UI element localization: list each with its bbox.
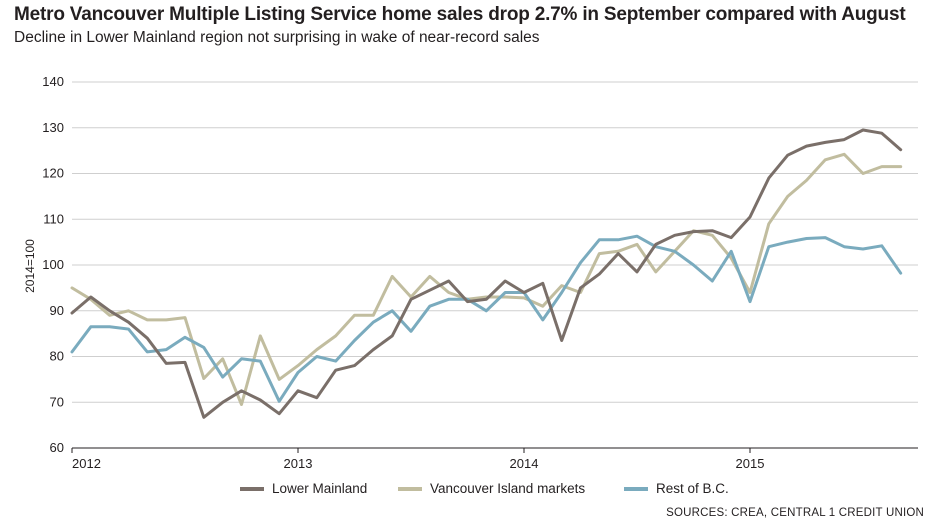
y-tick-label: 110 [43, 211, 64, 226]
y-tick-label: 140 [42, 74, 64, 89]
y-tick-label: 130 [42, 120, 64, 135]
legend-label: Lower Mainland [272, 481, 368, 496]
y-tick-label: 70 [50, 394, 64, 409]
legend-item-lower-mainland: Lower Mainland [240, 481, 367, 496]
y-tick-label: 90 [50, 303, 64, 318]
x-tick-label: 2015 [736, 456, 765, 471]
source-note: SOURCES: CREA, CENTRAL 1 CREDIT UNION [666, 507, 924, 519]
chart-subtitle: Decline in Lower Mainland region not sur… [14, 29, 540, 46]
legend-item-rest-of-bc: Rest of B.C. [624, 481, 729, 496]
series-line-vancouver-island-markets [70, 152, 903, 406]
legend-swatch [240, 486, 264, 491]
y-tick-label: 80 [50, 349, 64, 364]
legend-item-vancouver-island: Vancouver Island markets [398, 481, 585, 496]
chart-title: Metro Vancouver Multiple Listing Service… [14, 4, 906, 25]
series-line-lower-mainland [70, 128, 903, 419]
legend-label: Rest of B.C. [656, 481, 729, 496]
legend: Lower Mainland Vancouver Island markets … [0, 481, 938, 501]
series-line-rest-of-b-c [70, 234, 903, 403]
legend-swatch [398, 486, 422, 491]
y-tick-label: 100 [42, 257, 64, 272]
legend-label: Vancouver Island markets [430, 481, 586, 496]
x-axis-ticks: 2012 2013 2014 2015 [71, 447, 918, 471]
x-tick-label: 2012 [72, 456, 101, 471]
x-tick-label: 2013 [284, 456, 313, 471]
y-axis-ticks: 60 70 80 90 100 110 120 130 140 [42, 74, 64, 455]
y-tick-label: 60 [50, 440, 64, 455]
y-tick-label: 120 [42, 166, 64, 181]
legend-swatch [624, 486, 648, 491]
gridlines [72, 81, 918, 449]
series-lines [70, 128, 903, 419]
x-tick-label: 2014 [510, 456, 539, 471]
